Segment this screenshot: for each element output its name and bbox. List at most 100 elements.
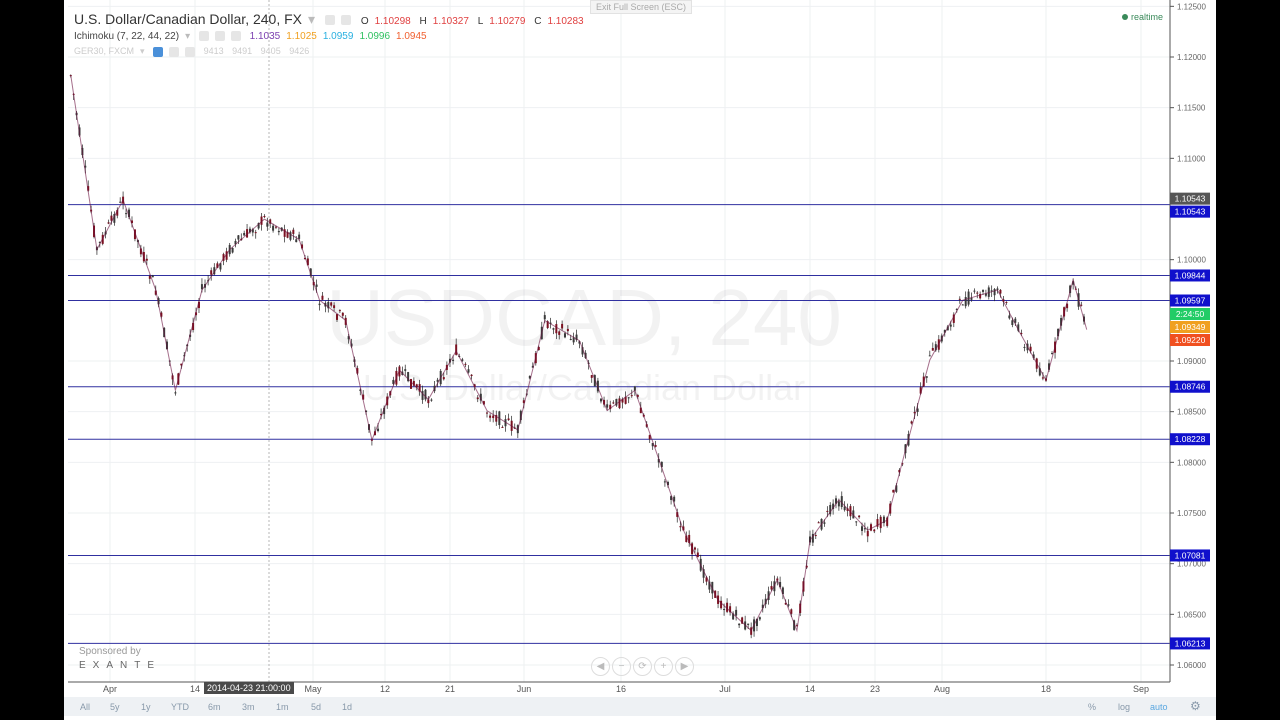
range-6m[interactable]: 6m	[208, 702, 221, 712]
candle-body	[1023, 346, 1026, 348]
candle-body	[982, 289, 985, 292]
eye-icon[interactable]	[198, 31, 209, 42]
settings-icon[interactable]	[340, 15, 351, 26]
zoom-in-button[interactable]: +	[654, 657, 673, 676]
level-price-label: 1.08228	[1175, 434, 1206, 444]
price-chart[interactable]: USDCAD, 240 U.S. Dollar/Canadian Dollar …	[64, 0, 1216, 720]
zoom-out-button[interactable]: −	[612, 657, 631, 676]
candle-body	[814, 535, 817, 537]
range-5d[interactable]: 5d	[311, 702, 322, 712]
level-price-label: 1.10543	[1175, 207, 1206, 217]
candle-body	[961, 304, 964, 306]
indicator-name[interactable]: Ichimoku (7, 22, 44, 22)	[74, 31, 180, 42]
candle-body	[1008, 315, 1011, 319]
candle-body	[473, 384, 476, 387]
candle-body	[383, 407, 386, 415]
range-3m[interactable]: 3m	[242, 702, 255, 712]
candle-body	[946, 326, 949, 331]
candle-body	[200, 284, 203, 290]
candle-body	[696, 552, 699, 558]
candle-body	[356, 368, 359, 374]
candle-body	[442, 377, 445, 380]
candle-body	[949, 324, 952, 327]
candle-body	[1011, 320, 1014, 326]
range-ytd[interactable]: YTD	[171, 702, 189, 712]
candle-body	[151, 275, 154, 278]
candle-body	[958, 298, 961, 300]
candle-body	[566, 328, 569, 332]
candle-body	[470, 374, 473, 377]
candle-body	[243, 232, 246, 236]
candle-body	[630, 395, 633, 397]
candle-body	[421, 390, 424, 400]
indicator-value: 1.1035	[249, 31, 281, 42]
range-all[interactable]: All	[80, 702, 91, 712]
compare-value: 9426	[289, 46, 310, 56]
indicator-legend: Ichimoku (7, 22, 44, 22) ▾ 1.1035 1.1025 1.…	[74, 31, 439, 42]
candle-body	[519, 410, 522, 421]
reset-button[interactable]: ⟳	[633, 657, 652, 676]
exit-fullscreen-button[interactable]: Exit Full Screen (ESC)	[590, 0, 693, 14]
candle-body	[843, 506, 846, 511]
candle-body	[563, 333, 566, 338]
level-price-label-bg	[1170, 205, 1210, 218]
range-1y[interactable]: 1y	[141, 702, 151, 712]
candle-body	[301, 244, 304, 249]
gear-icon[interactable]: ⚙	[1190, 699, 1201, 713]
candle-body	[599, 398, 602, 402]
candle-body	[578, 341, 581, 344]
candle-body	[341, 312, 344, 316]
open-value: 1.10298	[374, 16, 411, 27]
candle-body	[996, 288, 999, 290]
close-icon[interactable]	[185, 46, 196, 57]
range-1d[interactable]: 1d	[342, 702, 353, 712]
scroll-left-button[interactable]: ◀	[591, 657, 610, 676]
close-label: C	[534, 16, 542, 27]
range-1m[interactable]: 1m	[276, 702, 289, 712]
status-dot-icon	[1122, 14, 1128, 20]
settings-icon[interactable]	[214, 31, 225, 42]
indicator-price-label-bg	[1170, 321, 1210, 333]
candle-body	[336, 314, 338, 320]
level-price-label-bg	[1170, 269, 1210, 282]
scroll-right-button[interactable]: ▶	[675, 657, 694, 676]
time-tick-label: Aug	[934, 684, 950, 694]
candle-body	[761, 604, 764, 609]
time-tick-label: Jul	[719, 684, 731, 694]
candle-body	[805, 565, 808, 568]
candle-body	[729, 606, 732, 613]
candle-body	[246, 229, 249, 238]
compare-symbol[interactable]: GER30, FXCM	[74, 46, 135, 56]
log-scale-toggle[interactable]: log	[1118, 702, 1131, 712]
candle-body	[464, 363, 467, 365]
candle-body	[251, 229, 254, 233]
time-tick-label: 16	[616, 684, 626, 694]
candle-body	[1057, 329, 1060, 337]
candle-body	[272, 225, 275, 231]
candle-body	[333, 305, 336, 309]
candle-body	[558, 331, 561, 335]
candle-body	[685, 535, 688, 543]
indicator-value: 1.0959	[322, 31, 354, 42]
candle-body	[303, 257, 306, 260]
candle-body	[98, 241, 101, 243]
candle-body	[125, 213, 128, 215]
sponsor-logo[interactable]: EXANTE	[79, 660, 162, 671]
close-icon[interactable]	[230, 31, 241, 42]
eye-icon[interactable]	[153, 46, 164, 57]
candle-body	[157, 298, 160, 305]
symbol-title[interactable]: U.S. Dollar/Canadian Dollar, 240, FX	[74, 11, 302, 27]
candle-body	[767, 591, 770, 600]
candle-body	[928, 355, 931, 357]
candle-body	[738, 623, 741, 626]
candle-body	[306, 258, 309, 266]
candle-body	[133, 229, 136, 240]
candle-body	[461, 359, 464, 361]
auto-scale-toggle[interactable]: auto	[1150, 702, 1168, 712]
range-5y[interactable]: 5y	[110, 702, 120, 712]
settings-icon[interactable]	[169, 46, 180, 57]
price-tick-label: 1.06000	[1177, 661, 1206, 670]
eye-icon[interactable]	[324, 15, 335, 26]
level-price-label-bg	[1170, 380, 1210, 393]
percent-scale-toggle[interactable]: %	[1088, 702, 1097, 712]
